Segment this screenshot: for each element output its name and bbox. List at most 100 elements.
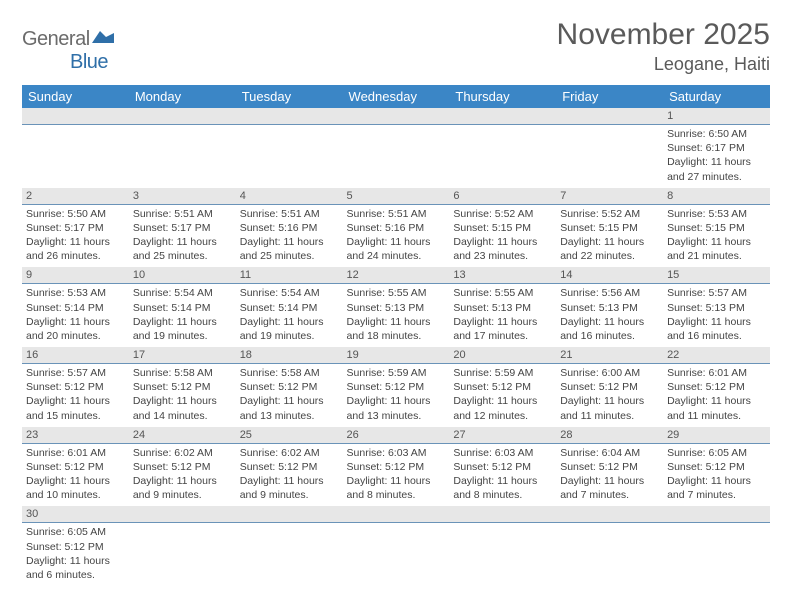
sunrise-text: Sunrise: 6:02 AM — [133, 446, 232, 460]
day-cell: Sunrise: 5:50 AMSunset: 5:17 PMDaylight:… — [22, 204, 129, 267]
daylight-text: Daylight: 11 hours and 19 minutes. — [240, 315, 339, 343]
day-number-cell — [663, 506, 770, 523]
day-cell: Sunrise: 6:05 AMSunset: 5:12 PMDaylight:… — [22, 523, 129, 586]
sunset-text: Sunset: 5:12 PM — [133, 460, 232, 474]
day-number-cell: 27 — [449, 427, 556, 444]
day-number-cell — [449, 506, 556, 523]
day-number-cell — [343, 506, 450, 523]
logo-text-part1: General — [22, 28, 90, 50]
sunset-text: Sunset: 5:12 PM — [560, 380, 659, 394]
day-number: 29 — [663, 427, 770, 443]
day-cell — [556, 125, 663, 188]
day-cell: Sunrise: 6:03 AMSunset: 5:12 PMDaylight:… — [449, 443, 556, 506]
weekday-header: Thursday — [449, 85, 556, 108]
day-number: 7 — [556, 188, 663, 204]
day-cell: Sunrise: 6:02 AMSunset: 5:12 PMDaylight:… — [129, 443, 236, 506]
day-number-cell: 25 — [236, 427, 343, 444]
day-number-cell: 9 — [22, 267, 129, 284]
day-cell: Sunrise: 5:54 AMSunset: 5:14 PMDaylight:… — [129, 284, 236, 347]
daylight-text: Daylight: 11 hours and 10 minutes. — [26, 474, 125, 502]
daylight-text: Daylight: 11 hours and 18 minutes. — [347, 315, 446, 343]
day-number: 17 — [129, 347, 236, 363]
day-number: 5 — [343, 188, 450, 204]
sunrise-text: Sunrise: 6:03 AM — [453, 446, 552, 460]
calendar-page: GeneralBlue November 2025 Leogane, Haiti… — [0, 0, 792, 612]
daylight-text: Daylight: 11 hours and 21 minutes. — [667, 235, 766, 263]
sunset-text: Sunset: 5:12 PM — [347, 460, 446, 474]
day-number-cell: 28 — [556, 427, 663, 444]
daylight-text: Daylight: 11 hours and 25 minutes. — [133, 235, 232, 263]
sunset-text: Sunset: 5:12 PM — [240, 380, 339, 394]
sunset-text: Sunset: 5:16 PM — [240, 221, 339, 235]
daylight-text: Daylight: 11 hours and 8 minutes. — [347, 474, 446, 502]
day-number-cell: 7 — [556, 188, 663, 205]
day-cell: Sunrise: 5:58 AMSunset: 5:12 PMDaylight:… — [236, 364, 343, 427]
day-cell — [236, 523, 343, 586]
day-number-cell — [236, 108, 343, 125]
day-number: 16 — [22, 347, 129, 363]
sunrise-text: Sunrise: 5:56 AM — [560, 286, 659, 300]
day-cell: Sunrise: 6:03 AMSunset: 5:12 PMDaylight:… — [343, 443, 450, 506]
day-number: 22 — [663, 347, 770, 363]
daylight-text: Daylight: 11 hours and 17 minutes. — [453, 315, 552, 343]
day-number-cell: 20 — [449, 347, 556, 364]
month-title: November 2025 — [557, 18, 770, 52]
location-title: Leogane, Haiti — [557, 54, 770, 75]
weekday-header: Friday — [556, 85, 663, 108]
day-number-cell: 13 — [449, 267, 556, 284]
weekday-header: Monday — [129, 85, 236, 108]
day-number-cell: 21 — [556, 347, 663, 364]
logo-text: GeneralBlue — [22, 28, 116, 74]
day-number-cell: 30 — [22, 506, 129, 523]
day-cell — [663, 523, 770, 586]
day-number: 4 — [236, 188, 343, 204]
sunrise-text: Sunrise: 5:50 AM — [26, 207, 125, 221]
day-cell: Sunrise: 6:05 AMSunset: 5:12 PMDaylight:… — [663, 443, 770, 506]
day-cell — [343, 125, 450, 188]
day-number: 6 — [449, 188, 556, 204]
sunrise-text: Sunrise: 6:05 AM — [26, 525, 125, 539]
day-number-cell: 18 — [236, 347, 343, 364]
day-cell: Sunrise: 6:02 AMSunset: 5:12 PMDaylight:… — [236, 443, 343, 506]
sunset-text: Sunset: 5:15 PM — [667, 221, 766, 235]
day-number-cell: 2 — [22, 188, 129, 205]
sunrise-text: Sunrise: 6:00 AM — [560, 366, 659, 380]
day-cell: Sunrise: 6:00 AMSunset: 5:12 PMDaylight:… — [556, 364, 663, 427]
day-cell: Sunrise: 5:53 AMSunset: 5:14 PMDaylight:… — [22, 284, 129, 347]
sunrise-text: Sunrise: 5:51 AM — [133, 207, 232, 221]
day-number: 14 — [556, 267, 663, 283]
daylight-text: Daylight: 11 hours and 16 minutes. — [560, 315, 659, 343]
sunset-text: Sunset: 5:12 PM — [26, 460, 125, 474]
day-cell — [449, 523, 556, 586]
sunset-text: Sunset: 6:17 PM — [667, 141, 766, 155]
day-cell: Sunrise: 6:01 AMSunset: 5:12 PMDaylight:… — [22, 443, 129, 506]
sunset-text: Sunset: 5:15 PM — [560, 221, 659, 235]
calendar-body: 1Sunrise: 6:50 AMSunset: 6:17 PMDaylight… — [22, 108, 770, 586]
daylight-text: Daylight: 11 hours and 9 minutes. — [133, 474, 232, 502]
day-cell: Sunrise: 5:51 AMSunset: 5:16 PMDaylight:… — [343, 204, 450, 267]
day-number-cell — [236, 506, 343, 523]
day-cell: Sunrise: 6:04 AMSunset: 5:12 PMDaylight:… — [556, 443, 663, 506]
sunrise-text: Sunrise: 5:58 AM — [133, 366, 232, 380]
day-number: 19 — [343, 347, 450, 363]
day-cell: Sunrise: 5:55 AMSunset: 5:13 PMDaylight:… — [449, 284, 556, 347]
daylight-text: Daylight: 11 hours and 13 minutes. — [347, 394, 446, 422]
sunset-text: Sunset: 5:14 PM — [26, 301, 125, 315]
day-cell: Sunrise: 5:59 AMSunset: 5:12 PMDaylight:… — [343, 364, 450, 427]
daylight-text: Daylight: 11 hours and 20 minutes. — [26, 315, 125, 343]
day-number-cell: 15 — [663, 267, 770, 284]
day-cell — [556, 523, 663, 586]
sunrise-text: Sunrise: 6:02 AM — [240, 446, 339, 460]
day-number-cell — [129, 506, 236, 523]
day-number: 15 — [663, 267, 770, 283]
daylight-text: Daylight: 11 hours and 16 minutes. — [667, 315, 766, 343]
day-number-cell: 17 — [129, 347, 236, 364]
day-cell — [449, 125, 556, 188]
weekday-header: Sunday — [22, 85, 129, 108]
sunrise-text: Sunrise: 5:57 AM — [26, 366, 125, 380]
day-cell: Sunrise: 5:54 AMSunset: 5:14 PMDaylight:… — [236, 284, 343, 347]
daylight-text: Daylight: 11 hours and 7 minutes. — [667, 474, 766, 502]
day-number-cell: 5 — [343, 188, 450, 205]
daylight-text: Daylight: 11 hours and 26 minutes. — [26, 235, 125, 263]
day-number: 26 — [343, 427, 450, 443]
